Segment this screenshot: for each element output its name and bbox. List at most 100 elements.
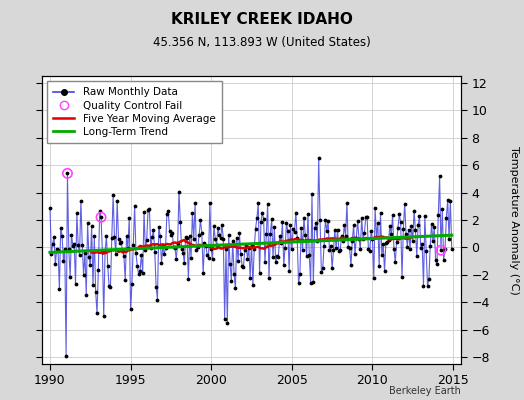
Point xyxy=(210,223,218,230)
Point xyxy=(381,240,390,246)
Text: 45.356 N, 113.893 W (United States): 45.356 N, 113.893 W (United States) xyxy=(153,36,371,49)
Point xyxy=(386,223,394,229)
Point xyxy=(409,238,417,244)
Point xyxy=(289,226,297,233)
Point xyxy=(391,259,399,265)
Point xyxy=(62,352,70,359)
Point xyxy=(180,260,189,266)
Point xyxy=(207,246,215,252)
Point xyxy=(356,246,365,252)
Point xyxy=(422,247,430,254)
Point xyxy=(81,249,89,256)
Point xyxy=(298,246,307,253)
Point xyxy=(226,260,234,267)
Point xyxy=(410,208,418,214)
Point xyxy=(219,235,227,242)
Point xyxy=(262,231,270,238)
Point xyxy=(50,234,58,240)
Point xyxy=(193,244,202,250)
Point xyxy=(273,253,281,259)
Point xyxy=(428,221,436,227)
Point xyxy=(164,208,172,214)
Point xyxy=(77,198,85,204)
Point xyxy=(243,256,252,262)
Point xyxy=(123,233,131,240)
Point xyxy=(239,264,248,270)
Point xyxy=(102,233,111,240)
Point xyxy=(383,239,391,246)
Point xyxy=(270,224,279,231)
Point xyxy=(181,234,190,240)
Point xyxy=(171,244,179,251)
Point xyxy=(437,247,445,253)
Point xyxy=(333,227,342,233)
Point xyxy=(196,217,205,224)
Point xyxy=(61,246,69,252)
Point xyxy=(301,232,310,238)
Point xyxy=(435,173,444,179)
Point xyxy=(82,292,91,298)
Point xyxy=(218,222,226,228)
Point xyxy=(423,283,432,289)
Point xyxy=(305,252,313,258)
Point xyxy=(74,242,82,248)
Point xyxy=(368,236,377,242)
Point xyxy=(271,259,280,266)
Point xyxy=(57,224,65,231)
Point xyxy=(209,255,217,262)
Point xyxy=(179,250,187,256)
Point xyxy=(150,248,159,255)
Point xyxy=(138,270,147,276)
Point xyxy=(366,248,374,254)
Point xyxy=(121,277,129,283)
Point xyxy=(269,254,277,260)
Point xyxy=(276,232,284,239)
Point xyxy=(312,220,320,226)
Point xyxy=(145,206,154,212)
Point xyxy=(255,270,264,277)
Point xyxy=(214,224,222,231)
Point xyxy=(169,244,178,251)
Point xyxy=(178,246,186,252)
Point xyxy=(380,268,389,275)
Point xyxy=(337,233,346,239)
Point xyxy=(259,216,268,222)
Point xyxy=(257,219,265,225)
Point xyxy=(129,241,137,248)
Point xyxy=(345,245,354,251)
Point xyxy=(421,213,429,220)
Point xyxy=(70,240,79,247)
Point xyxy=(378,252,386,258)
Point xyxy=(124,244,132,251)
Point xyxy=(317,269,325,276)
Point xyxy=(253,215,261,222)
Point xyxy=(215,232,223,238)
Point xyxy=(211,235,220,242)
Y-axis label: Temperature Anomaly (°C): Temperature Anomaly (°C) xyxy=(509,146,519,294)
Point xyxy=(110,234,118,240)
Point xyxy=(73,210,81,217)
Point xyxy=(412,252,421,259)
Point xyxy=(109,192,117,198)
Point xyxy=(374,220,382,226)
Point xyxy=(245,245,253,252)
Point xyxy=(155,224,163,230)
Point xyxy=(223,320,232,326)
Point xyxy=(88,223,96,229)
Point xyxy=(302,253,311,259)
Point xyxy=(85,254,93,260)
Point xyxy=(411,227,420,233)
Point xyxy=(221,316,229,322)
Point xyxy=(176,218,184,225)
Point xyxy=(143,237,151,243)
Point xyxy=(414,222,422,228)
Point xyxy=(277,240,285,246)
Point xyxy=(117,238,125,245)
Point xyxy=(141,246,149,253)
Point xyxy=(66,274,74,280)
Point xyxy=(241,247,249,254)
Point xyxy=(106,284,115,290)
Point xyxy=(140,209,148,216)
Point xyxy=(440,256,448,263)
Point xyxy=(372,234,380,240)
